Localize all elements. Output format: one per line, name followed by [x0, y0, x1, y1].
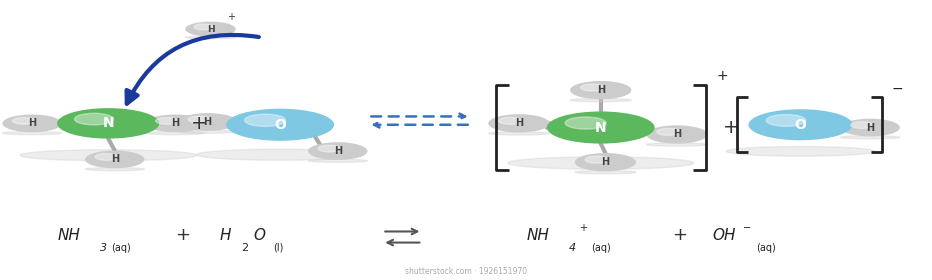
- Text: −: −: [892, 82, 903, 96]
- Text: +: +: [672, 226, 687, 244]
- Text: shutterstock.com · 1926151970: shutterstock.com · 1926151970: [404, 267, 528, 276]
- Text: N: N: [595, 120, 607, 134]
- Circle shape: [95, 153, 117, 160]
- Text: +: +: [722, 118, 739, 137]
- FancyArrowPatch shape: [127, 35, 259, 104]
- Text: H: H: [596, 85, 605, 95]
- Ellipse shape: [185, 36, 236, 39]
- Ellipse shape: [575, 171, 636, 174]
- Text: H: H: [220, 228, 231, 243]
- Text: (aq): (aq): [592, 243, 611, 253]
- Circle shape: [156, 118, 178, 124]
- Ellipse shape: [508, 157, 693, 169]
- Text: H: H: [171, 118, 179, 128]
- Circle shape: [188, 116, 211, 123]
- Text: 4: 4: [569, 243, 576, 253]
- Text: NH: NH: [527, 228, 549, 243]
- Text: H: H: [673, 129, 681, 139]
- Circle shape: [145, 115, 205, 132]
- Circle shape: [2, 115, 62, 132]
- Circle shape: [565, 117, 606, 129]
- Text: H: H: [601, 157, 610, 167]
- Text: 3: 3: [100, 243, 107, 253]
- Circle shape: [581, 84, 604, 91]
- Text: +: +: [175, 226, 190, 244]
- Circle shape: [85, 151, 144, 168]
- Ellipse shape: [85, 168, 144, 171]
- Text: NH: NH: [57, 228, 80, 243]
- Ellipse shape: [178, 130, 238, 133]
- Ellipse shape: [197, 149, 363, 160]
- Ellipse shape: [726, 146, 875, 156]
- Circle shape: [570, 81, 631, 99]
- Ellipse shape: [20, 150, 197, 161]
- Ellipse shape: [570, 99, 631, 102]
- Text: N: N: [103, 116, 114, 130]
- Circle shape: [12, 118, 35, 124]
- Text: OH: OH: [712, 228, 735, 243]
- Circle shape: [318, 145, 341, 152]
- Circle shape: [766, 115, 806, 126]
- Ellipse shape: [646, 143, 707, 146]
- Text: H: H: [111, 154, 118, 164]
- Text: H: H: [866, 123, 874, 132]
- Text: H: H: [514, 118, 523, 128]
- Circle shape: [488, 114, 550, 132]
- Circle shape: [185, 22, 236, 37]
- Text: O: O: [274, 118, 286, 132]
- Circle shape: [57, 108, 159, 139]
- Text: 2: 2: [241, 243, 248, 253]
- Text: +: +: [226, 12, 235, 22]
- Circle shape: [178, 113, 238, 131]
- Text: (aq): (aq): [111, 243, 130, 253]
- Circle shape: [75, 113, 114, 125]
- Circle shape: [244, 114, 285, 126]
- Ellipse shape: [2, 132, 62, 135]
- Text: (l): (l): [273, 243, 283, 253]
- Circle shape: [194, 24, 213, 30]
- Circle shape: [657, 129, 680, 135]
- Ellipse shape: [841, 136, 900, 139]
- Ellipse shape: [488, 132, 550, 135]
- Ellipse shape: [308, 159, 367, 162]
- Circle shape: [226, 109, 334, 141]
- Text: H: H: [334, 146, 342, 156]
- Text: −: −: [743, 223, 751, 234]
- Text: H: H: [28, 118, 36, 128]
- Text: H: H: [207, 25, 214, 34]
- Circle shape: [585, 156, 609, 163]
- Circle shape: [851, 122, 873, 129]
- Circle shape: [748, 109, 853, 140]
- Text: +: +: [717, 69, 729, 83]
- Text: +: +: [580, 223, 587, 234]
- Circle shape: [646, 125, 707, 144]
- Circle shape: [841, 119, 900, 136]
- Circle shape: [499, 117, 522, 124]
- Circle shape: [547, 111, 654, 144]
- Text: +: +: [191, 114, 208, 133]
- Text: O: O: [254, 228, 266, 243]
- Circle shape: [575, 153, 636, 171]
- Text: O: O: [795, 118, 806, 132]
- Text: H: H: [203, 117, 212, 127]
- Ellipse shape: [145, 132, 205, 135]
- Circle shape: [308, 142, 367, 160]
- Text: (aq): (aq): [756, 243, 775, 253]
